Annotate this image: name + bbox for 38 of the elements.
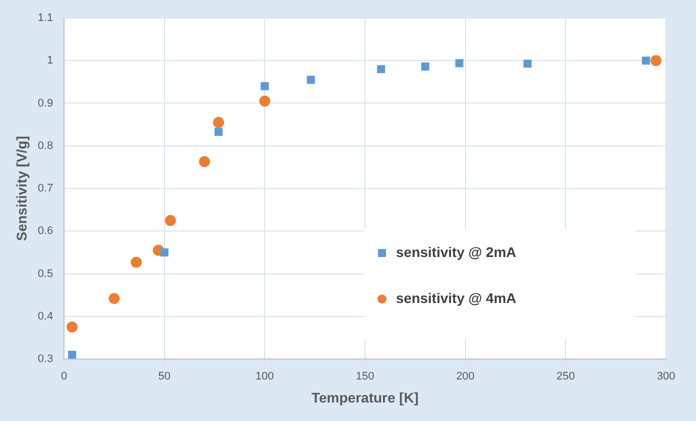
- point: [455, 59, 464, 68]
- y-tick-label: 0.4: [38, 310, 54, 322]
- point: [160, 248, 168, 256]
- point: [259, 96, 270, 107]
- y-tick-label: 0.3: [38, 353, 54, 366]
- point: [377, 65, 386, 74]
- y-tick-label: 0.6: [38, 225, 54, 238]
- point: [642, 56, 650, 65]
- point: [306, 76, 315, 84]
- x-tick-label: 250: [556, 370, 575, 383]
- y-tick-label: 1.1: [38, 12, 54, 24]
- y-axis-title: Sensitivity [V/g]: [13, 136, 30, 242]
- point: [68, 350, 76, 359]
- point: [66, 322, 78, 333]
- point: [164, 214, 176, 226]
- point: [524, 60, 532, 68]
- point: [421, 62, 430, 71]
- y-tick-label: 1: [46, 54, 54, 67]
- point: [130, 256, 142, 268]
- x-axis-title: Temperature [K]: [312, 389, 419, 406]
- legend-label: sensitivity @ 4mA: [396, 290, 516, 306]
- x-tick-label: 50: [158, 370, 171, 383]
- y-tick-label: 0.8: [38, 140, 54, 152]
- point: [199, 156, 210, 168]
- point: [213, 116, 224, 128]
- y-tick-label: 0.7: [38, 182, 54, 195]
- legend-label: sensitivity @ 2mA: [396, 244, 516, 260]
- point: [260, 82, 269, 90]
- point: [214, 128, 223, 136]
- x-tick-label: 300: [656, 370, 676, 383]
- point: [108, 292, 120, 304]
- x-tick-label: 0: [61, 370, 68, 383]
- y-tick-label: 0.5: [38, 268, 54, 280]
- point: [650, 55, 662, 66]
- y-tick-label: 0.9: [38, 97, 54, 110]
- x-tick-label: 150: [356, 370, 374, 383]
- x-tick-label: 100: [256, 370, 274, 383]
- x-tick-label: 200: [456, 370, 475, 383]
